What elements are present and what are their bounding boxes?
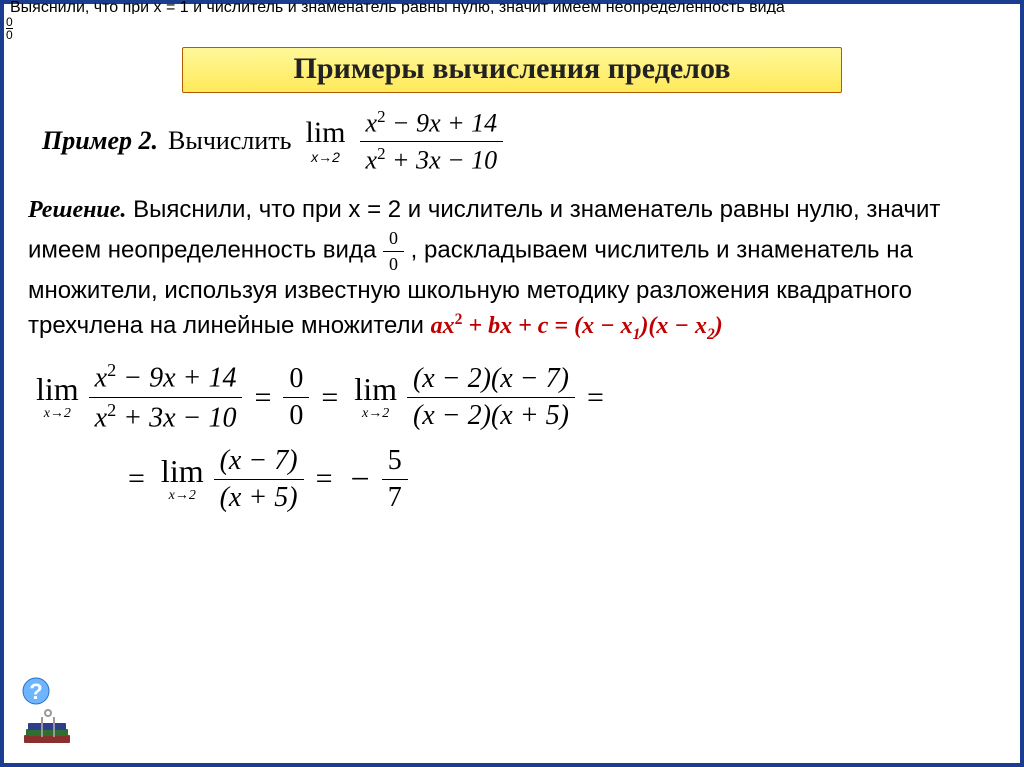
lim-symbol: lim x→2 bbox=[354, 373, 397, 421]
equation-line-1: lim x→2 x2 − 9x + 14 x2 + 3x − 10 = 0 0 … bbox=[32, 360, 996, 434]
example-label: Пример 2. bbox=[42, 122, 158, 160]
eq1-mid-frac: 0 0 bbox=[283, 363, 309, 432]
svg-text:?: ? bbox=[29, 679, 42, 704]
cutoff-text-top: Выяснили, что при x = 1 и числитель и зн… bbox=[4, 0, 1020, 14]
cutoff-fraction: 0 0 bbox=[6, 16, 13, 41]
eq1-lhs-frac: x2 − 9x + 14 x2 + 3x − 10 bbox=[89, 360, 243, 434]
title-box: Примеры вычисления пределов bbox=[182, 47, 842, 93]
content-area: Пример 2. Вычислить lim x→2 x2 − 9x + 14… bbox=[4, 93, 1020, 514]
result-fraction: 5 7 bbox=[382, 445, 408, 514]
example-word: Вычислить bbox=[168, 122, 291, 160]
solution-paragraph: Решение. Выяснили, что при x = 2 и числи… bbox=[28, 193, 996, 346]
lim-symbol: lim x→2 bbox=[161, 455, 204, 503]
lim-symbol: lim x→2 bbox=[36, 373, 79, 421]
example-fraction: x2 − 9x + 14 x2 + 3x − 10 bbox=[360, 107, 504, 175]
equation-block: lim x→2 x2 − 9x + 14 x2 + 3x − 10 = 0 0 … bbox=[32, 360, 996, 513]
eq1-rhs-frac: (x − 2)(x − 7) (x − 2)(x + 5) bbox=[407, 363, 575, 432]
solution-label: Решение. bbox=[28, 197, 126, 223]
example-statement: Пример 2. Вычислить lim x→2 x2 − 9x + 14… bbox=[42, 107, 996, 175]
factorization-formula: ax2 + bx + c = (x − x1)(x − x2) bbox=[431, 313, 723, 339]
page-title: Примеры вычисления пределов bbox=[294, 52, 731, 85]
lim-symbol: lim x→2 bbox=[306, 118, 346, 164]
question-books-icon: ? bbox=[18, 673, 84, 753]
eq2-lhs-frac: (x − 7) (x + 5) bbox=[214, 445, 304, 514]
indeterminate-fraction: 0 0 bbox=[383, 228, 404, 274]
equation-line-2: = lim x→2 (x − 7) (x + 5) = − 5 7 bbox=[122, 445, 996, 514]
